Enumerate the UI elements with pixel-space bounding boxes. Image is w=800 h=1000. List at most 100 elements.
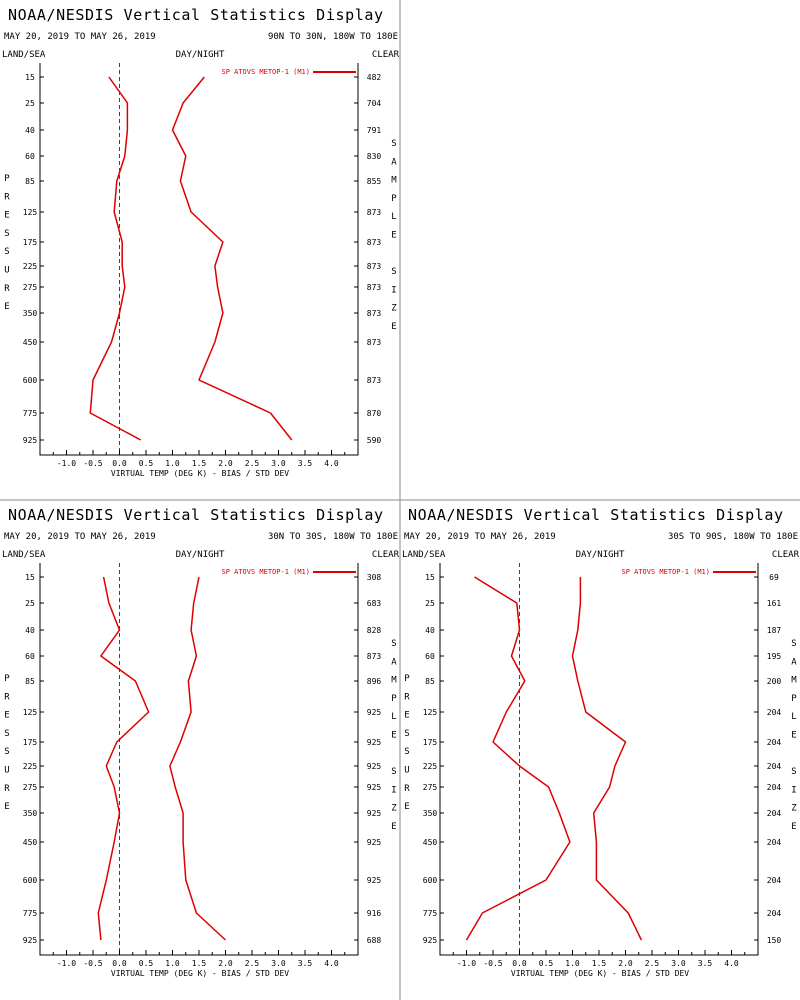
panel-title: NOAA/NESDIS Vertical Statistics Display: [8, 506, 384, 524]
legend-label: SP ATOVS METOP-1 (M1): [221, 568, 310, 576]
sample-size-label: 925: [367, 876, 382, 885]
series-line-std-dev: [573, 577, 642, 940]
clear-label: CLEAR: [372, 550, 400, 560]
sample-size-label: 925: [367, 809, 382, 818]
series-line-bias: [467, 577, 570, 940]
x-tick-label: 2.0: [218, 459, 233, 468]
sample-size-label: 161: [767, 599, 782, 608]
pressure-tick-label: 175: [23, 238, 38, 247]
pressure-tick-label: 450: [23, 838, 38, 847]
panel-1: NOAA/NESDIS Vertical Statistics Display M…: [2, 6, 400, 478]
pressure-tick-label: 925: [23, 436, 38, 445]
x-tick-label: 1.5: [592, 959, 607, 968]
sample-size-label: 204: [767, 762, 782, 771]
pressure-tick-label: 775: [23, 409, 38, 418]
pressure-tick-label: 125: [23, 708, 38, 717]
x-tick-label: -0.5: [83, 959, 102, 968]
date-range: MAY 20, 2019 TO MAY 26, 2019: [4, 532, 156, 542]
x-tick-label: 1.5: [192, 959, 207, 968]
x-tick-label: 1.0: [565, 959, 580, 968]
pressure-tick-label: 450: [423, 838, 438, 847]
plot-frame: [440, 563, 758, 955]
pressure-tick-label: 175: [23, 738, 38, 747]
pressure-tick-label: 85: [25, 177, 35, 186]
sample-size-label: 873: [367, 338, 382, 347]
x-tick-label: 3.5: [298, 959, 313, 968]
legend-label: SP ATOVS METOP-1 (M1): [621, 568, 710, 576]
x-tick-label: -1.0: [57, 459, 76, 468]
region-label: 30S TO 90S, 180W TO 180E: [668, 532, 798, 542]
x-axis-label: VIRTUAL TEMP (DEG K) - BIAS / STD DEV: [111, 969, 289, 978]
pressure-tick-label: 15: [25, 73, 35, 82]
sample-size-label: 855: [367, 177, 382, 186]
sample-size-label: 873: [367, 208, 382, 217]
sample-size-label: 187: [767, 626, 782, 635]
x-axis-label: VIRTUAL TEMP (DEG K) - BIAS / STD DEV: [111, 469, 289, 478]
x-tick-label: 1.0: [165, 459, 180, 468]
pressure-tick-label: 40: [425, 626, 435, 635]
region-label: 30N TO 30S, 180W TO 180E: [268, 532, 398, 542]
x-tick-label: 0.5: [139, 459, 154, 468]
clear-label: CLEAR: [772, 550, 800, 560]
x-tick-label: -0.5: [483, 959, 502, 968]
sample-size-label: 204: [767, 783, 782, 792]
panel-title: NOAA/NESDIS Vertical Statistics Display: [8, 6, 384, 24]
series-line-std-dev: [170, 577, 226, 940]
pressure-tick-label: 60: [25, 652, 35, 661]
pressure-tick-label: 85: [25, 677, 35, 686]
sample-size-label: 590: [367, 436, 382, 445]
pressure-tick-label: 125: [423, 708, 438, 717]
pressure-tick-label: 925: [423, 936, 438, 945]
pressure-tick-label: 15: [25, 573, 35, 582]
series-line-bias: [98, 577, 148, 940]
land-sea-label: LAND/SEA: [402, 550, 446, 560]
pressure-tick-label: 225: [423, 762, 438, 771]
x-tick-label: 4.0: [324, 459, 339, 468]
x-tick-label: 1.5: [192, 459, 207, 468]
sample-size-label: 791: [367, 126, 382, 135]
pressure-tick-label: 450: [23, 338, 38, 347]
sample-size-label: 925: [367, 708, 382, 717]
pressure-tick-label: 275: [23, 783, 38, 792]
sample-size-label: 204: [767, 738, 782, 747]
land-sea-label: LAND/SEA: [2, 550, 46, 560]
pressure-tick-label: 350: [23, 309, 38, 318]
x-tick-label: 0.0: [512, 959, 527, 968]
day-night-label: DAY/NIGHT: [576, 550, 625, 560]
x-tick-label: 4.0: [724, 959, 739, 968]
pressure-tick-label: 60: [425, 652, 435, 661]
pressure-tick-label: 600: [23, 876, 38, 885]
x-tick-label: -0.5: [83, 459, 102, 468]
sample-size-label: 828: [367, 626, 382, 635]
pressure-tick-label: 350: [23, 809, 38, 818]
sample-size-label: 873: [367, 238, 382, 247]
series-line-bias: [90, 77, 140, 440]
sample-size-label: 200: [767, 677, 782, 686]
sample-size-label: 204: [767, 809, 782, 818]
pressure-tick-label: 225: [23, 262, 38, 271]
day-night-label: DAY/NIGHT: [176, 550, 225, 560]
x-tick-label: 2.5: [645, 959, 660, 968]
x-tick-label: 2.5: [245, 459, 260, 468]
pressure-tick-label: 40: [25, 126, 35, 135]
x-tick-label: 0.0: [112, 959, 127, 968]
pressure-tick-label: 40: [25, 626, 35, 635]
sample-size-label: 830: [367, 152, 382, 161]
x-tick-label: -1.0: [57, 959, 76, 968]
pressure-tick-label: 85: [425, 677, 435, 686]
sample-size-label: 69: [769, 573, 779, 582]
x-tick-label: 3.5: [298, 459, 313, 468]
legend-label: SP ATOVS METOP-1 (M1): [221, 68, 310, 76]
x-tick-label: 1.0: [165, 959, 180, 968]
x-tick-label: 3.0: [671, 959, 686, 968]
pressure-tick-label: 275: [423, 783, 438, 792]
sample-size-label: 873: [367, 283, 382, 292]
pressure-tick-label: 175: [423, 738, 438, 747]
series-line-std-dev: [173, 77, 292, 440]
